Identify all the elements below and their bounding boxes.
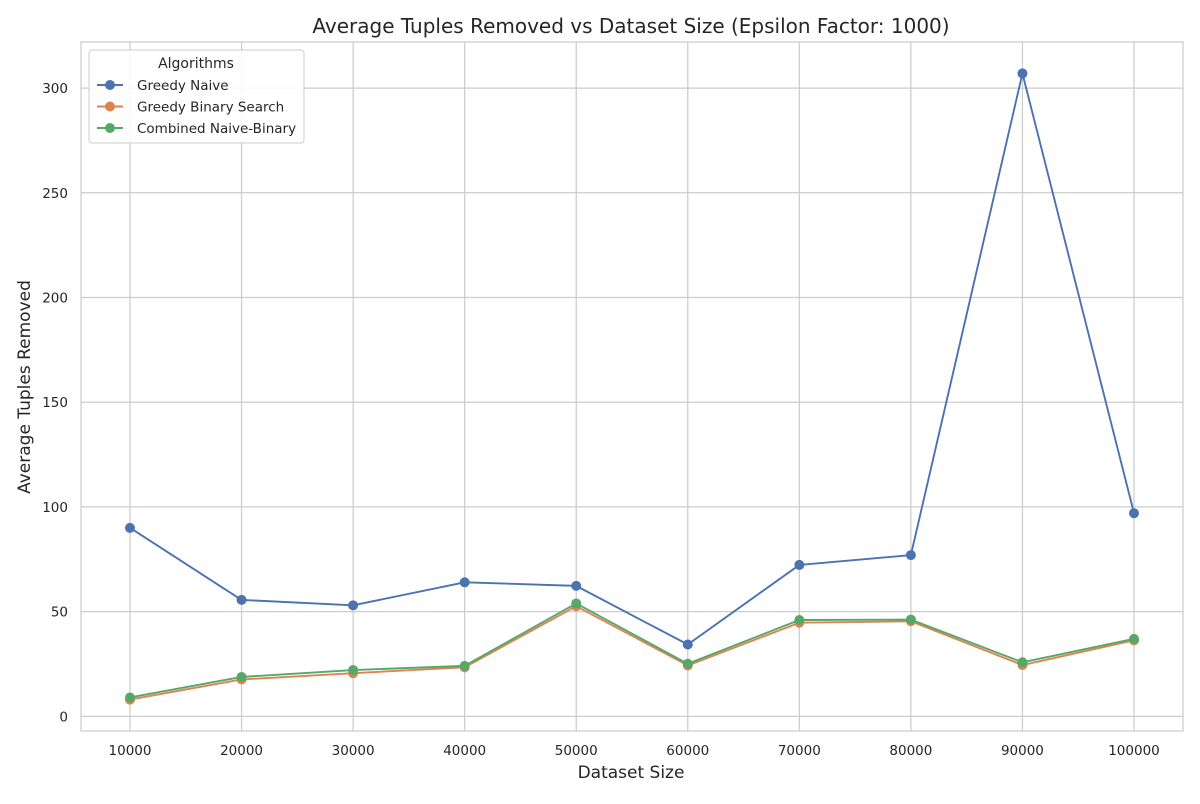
series-line — [129, 72, 1135, 646]
legend-item-greedy-binary-search: Greedy Binary Search — [97, 100, 284, 116]
y-tick-label: 250 — [42, 186, 68, 202]
x-tick-label: 90000 — [1001, 743, 1044, 759]
data-point — [794, 559, 805, 570]
data-point — [905, 550, 916, 561]
data-point — [1129, 633, 1139, 644]
data-point — [459, 660, 470, 671]
y-tick-label: 300 — [42, 81, 68, 97]
y-tick-label: 100 — [42, 500, 68, 516]
x-tick-label: 20000 — [220, 743, 263, 759]
tick-labels: 10000 20000 30000 40000 50000 60000 70000 80000… — [42, 81, 1160, 759]
x-tick-label: 50000 — [555, 743, 598, 759]
data-point — [905, 614, 916, 625]
legend-entries: Greedy Naive Greedy Binary Search Combined… — [97, 78, 296, 137]
y-tick-label: 50 — [51, 605, 68, 621]
chart-title: Average Tuples Removed vs Dataset Size (… — [312, 14, 949, 38]
x-tick-label: 70000 — [778, 743, 821, 759]
series-line — [129, 602, 1135, 699]
data-point — [794, 615, 805, 626]
data-point — [236, 594, 247, 605]
data-point — [1017, 657, 1028, 668]
data-point — [571, 580, 582, 591]
legend-label: Combined Naive-Binary — [137, 121, 296, 137]
legend: Algorithms Greedy Naive Greedy Binary Sea… — [88, 49, 305, 144]
x-tick-label: 60000 — [666, 743, 709, 759]
data-point — [348, 665, 359, 676]
legend-box — [88, 49, 305, 144]
y-tick-label: 0 — [59, 709, 68, 725]
x-tick-label: 10000 — [109, 743, 152, 759]
grid — [81, 42, 1183, 731]
legend-item-greedy-naive: Greedy Naive — [97, 78, 229, 94]
data-point — [571, 598, 582, 609]
x-tick-label: 30000 — [332, 743, 375, 759]
legend-marker-swatch — [105, 101, 115, 112]
legend-item-combined-naive-binary: Combined Naive-Binary — [97, 121, 296, 137]
data-point — [1129, 508, 1139, 519]
series-line — [129, 605, 1135, 701]
series-layer — [125, 68, 1139, 705]
data-point — [348, 600, 359, 611]
x-tick-label: 80000 — [889, 743, 932, 759]
data-point — [459, 577, 470, 588]
x-tick-label: 40000 — [443, 743, 486, 759]
legend-title: Algorithms — [158, 56, 234, 72]
x-tick-label: 100000 — [1108, 743, 1160, 759]
legend-label: Greedy Binary Search — [137, 100, 284, 116]
data-point — [236, 671, 247, 682]
data-point — [125, 522, 135, 533]
plot-area — [80, 41, 1184, 732]
legend-label: Greedy Naive — [137, 78, 229, 94]
data-point — [1017, 68, 1028, 79]
series-combined-naive-binary — [125, 598, 1139, 703]
y-axis-label: Average Tuples Removed — [15, 280, 35, 494]
legend-marker-swatch — [105, 80, 115, 90]
legend-marker-swatch — [105, 123, 115, 133]
x-axis-label: Dataset Size — [578, 763, 685, 783]
data-point — [682, 658, 693, 669]
y-tick-label: 200 — [42, 290, 68, 306]
data-point — [682, 639, 693, 650]
data-point — [125, 692, 135, 703]
y-tick-label: 150 — [42, 395, 68, 411]
series-greedy-naive — [125, 68, 1139, 650]
